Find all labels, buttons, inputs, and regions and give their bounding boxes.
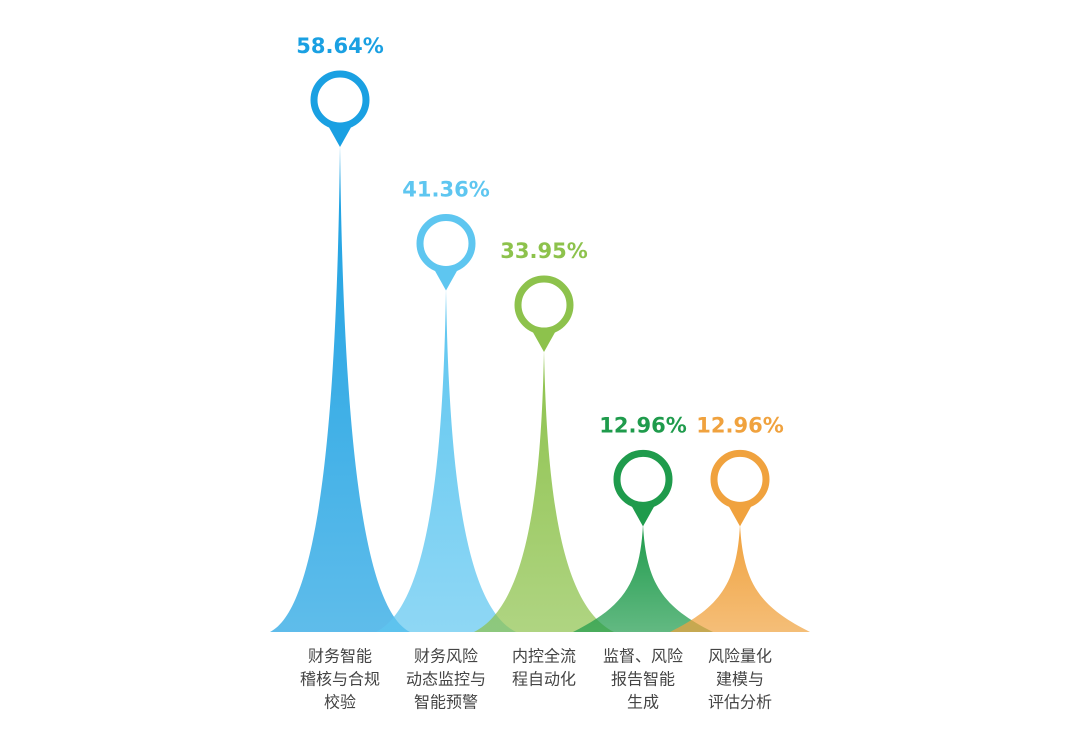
- category-label: 内控全流: [512, 647, 576, 666]
- value-label: 58.64%: [296, 34, 383, 58]
- category-label: 稽核与合规: [300, 670, 380, 689]
- category-label: 财务风险: [414, 647, 478, 666]
- category-label: 报告智能: [611, 670, 675, 689]
- spike: [670, 524, 810, 632]
- pin-ring: [514, 275, 574, 335]
- spike: [376, 288, 516, 632]
- category-label: 建模与: [716, 670, 764, 689]
- category-label: 生成: [627, 693, 659, 712]
- value-label: 33.95%: [500, 239, 587, 263]
- spike: [573, 524, 713, 632]
- pin-ring: [613, 449, 673, 509]
- pin-ring: [710, 449, 770, 509]
- value-label: 41.36%: [402, 178, 489, 202]
- category-label: 程自动化: [512, 670, 576, 689]
- value-label: 12.96%: [696, 413, 783, 437]
- pin-ring: [416, 214, 476, 274]
- spike: [474, 350, 614, 632]
- category-label: 校验: [324, 693, 356, 712]
- spike: [270, 145, 410, 632]
- category-label: 评估分析: [708, 693, 772, 712]
- category-label: 动态监控与: [406, 670, 486, 689]
- category-label: 智能预警: [414, 693, 478, 712]
- category-label: 监督、风险: [603, 647, 683, 666]
- category-label: 风险量化: [708, 647, 772, 666]
- value-label: 12.96%: [599, 413, 686, 437]
- category-label: 财务智能: [308, 647, 372, 666]
- pin-ring: [310, 70, 370, 130]
